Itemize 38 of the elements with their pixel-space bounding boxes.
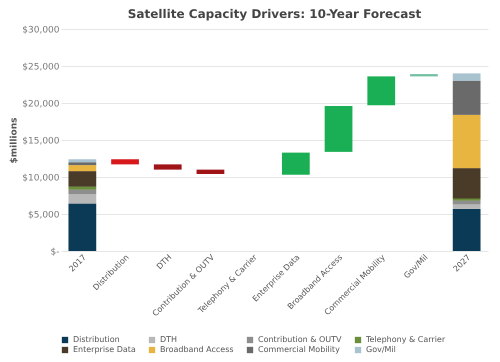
- legend-label: DTH: [160, 335, 178, 344]
- y-tick-label: $5,000: [28, 210, 60, 220]
- bar: [68, 186, 96, 190]
- chart-title: Satellite Capacity Drivers: 10-Year Forecast: [128, 7, 422, 21]
- bar: [68, 159, 96, 162]
- y-tick-label: $10,000: [22, 174, 60, 184]
- y-tick-label: $20,000: [22, 100, 60, 110]
- bar: [452, 208, 481, 251]
- legend-label: Enterprise Data: [73, 345, 136, 354]
- bar: [68, 194, 96, 204]
- legend-label: Gov/Mil: [366, 345, 396, 354]
- bar: [111, 159, 139, 164]
- bar: [452, 204, 481, 209]
- y-axis-title: $millions: [9, 118, 20, 164]
- bar: [324, 106, 352, 152]
- legend-label: Commercial Mobility: [258, 345, 340, 354]
- y-tick-label: $-: [50, 248, 60, 258]
- bar: [154, 164, 182, 170]
- y-tick-label: $30,000: [22, 26, 60, 36]
- bar: [68, 162, 96, 166]
- legend-label: Telephony & Carrier: [365, 335, 446, 344]
- bar: [196, 170, 224, 174]
- y-tick-label: $25,000: [22, 62, 60, 72]
- legend-label: Broadband Access: [160, 345, 234, 354]
- bar: [68, 165, 96, 172]
- bar: [367, 76, 396, 106]
- bar: [452, 200, 481, 204]
- y-tick-label: $15,000: [22, 136, 60, 146]
- bar: [452, 168, 481, 198]
- legend-label: Distribution: [73, 335, 120, 344]
- bar: [68, 171, 96, 187]
- bar: [68, 204, 96, 251]
- bar: [68, 190, 96, 194]
- bar: [282, 152, 310, 175]
- bar: [452, 80, 481, 115]
- bar: [452, 114, 481, 168]
- bar: [452, 73, 481, 81]
- legend-label: Contribution & OUTV: [258, 335, 342, 344]
